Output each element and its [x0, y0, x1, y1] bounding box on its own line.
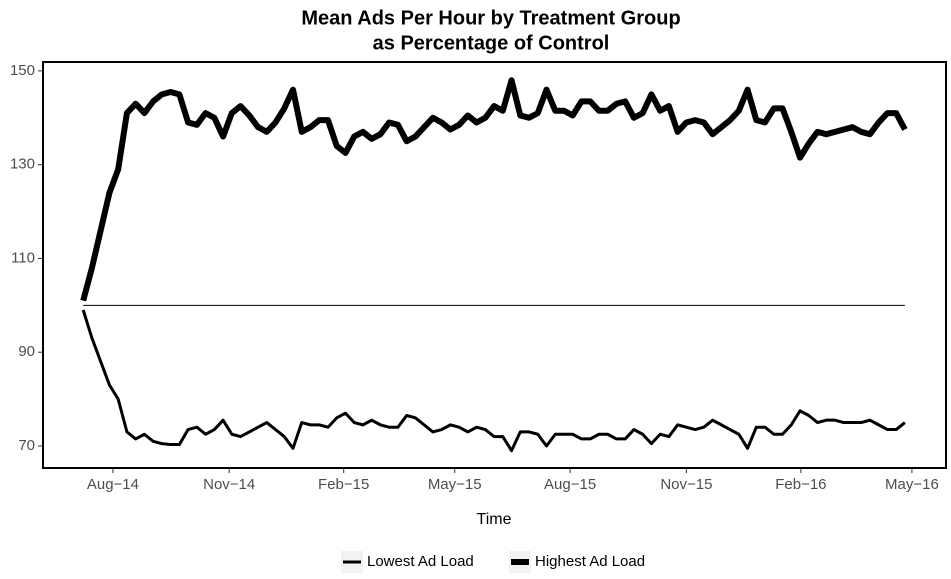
x-tick-label: Nov−14: [203, 476, 255, 493]
y-tick-label: 110: [11, 249, 35, 266]
series-line: [81, 309, 906, 453]
x-tick-label: Feb−16: [775, 476, 826, 493]
y-tick-label: 130: [10, 156, 35, 173]
legend-label: Highest Ad Load: [535, 553, 645, 570]
legend-label: Lowest Ad Load: [367, 553, 474, 570]
x-tick-label: May−16: [885, 476, 939, 493]
chart-title: Mean Ads Per Hour by Treatment Group: [301, 7, 680, 29]
x-tick-label: Aug−14: [87, 476, 139, 493]
x-tick-label: Feb−15: [318, 476, 369, 493]
plot-border: [42, 61, 947, 469]
x-tick-label: Nov−15: [660, 476, 712, 493]
y-tick-label: 150: [10, 62, 35, 79]
x-tick-label: May−15: [428, 476, 482, 493]
y-tick-label: 90: [18, 343, 35, 360]
x-axis-label: Time: [477, 511, 512, 528]
y-tick-label: 70: [18, 437, 35, 454]
chart-title: as Percentage of Control: [373, 32, 610, 54]
x-tick-label: Aug−15: [544, 476, 596, 493]
series-line: [80, 77, 908, 302]
